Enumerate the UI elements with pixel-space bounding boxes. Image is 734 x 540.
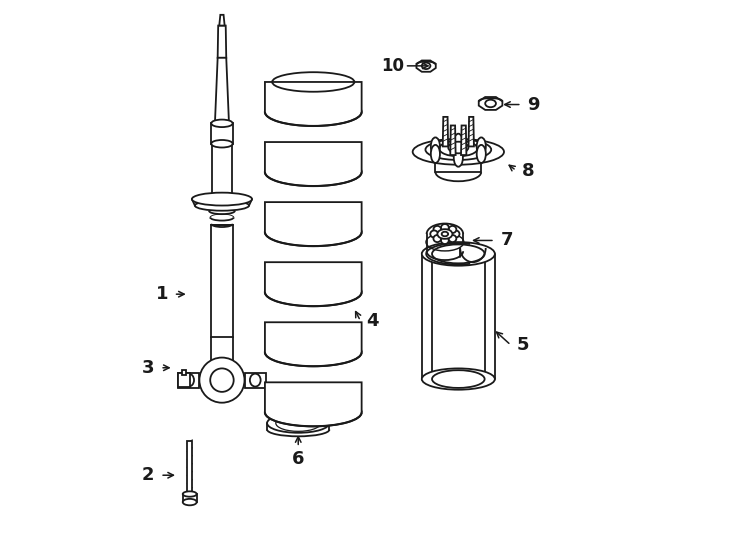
Polygon shape bbox=[178, 373, 200, 388]
Ellipse shape bbox=[434, 235, 441, 242]
Text: 4: 4 bbox=[366, 312, 379, 330]
Ellipse shape bbox=[183, 499, 197, 505]
Polygon shape bbox=[192, 199, 252, 206]
Ellipse shape bbox=[441, 237, 448, 244]
Polygon shape bbox=[265, 82, 362, 126]
Polygon shape bbox=[265, 142, 362, 186]
Polygon shape bbox=[187, 441, 192, 494]
Polygon shape bbox=[468, 117, 474, 146]
Polygon shape bbox=[450, 125, 456, 155]
Ellipse shape bbox=[441, 224, 448, 231]
Ellipse shape bbox=[448, 226, 457, 233]
Ellipse shape bbox=[454, 134, 463, 152]
Ellipse shape bbox=[192, 193, 252, 206]
Text: 10: 10 bbox=[381, 57, 404, 75]
Ellipse shape bbox=[476, 145, 486, 163]
Ellipse shape bbox=[432, 245, 484, 264]
Text: 1: 1 bbox=[156, 285, 168, 303]
Polygon shape bbox=[416, 60, 436, 72]
Polygon shape bbox=[265, 202, 362, 246]
Ellipse shape bbox=[184, 374, 194, 387]
Ellipse shape bbox=[422, 242, 495, 266]
Polygon shape bbox=[244, 373, 266, 388]
Text: 3: 3 bbox=[142, 359, 155, 377]
Ellipse shape bbox=[485, 100, 496, 107]
Polygon shape bbox=[265, 322, 362, 366]
Text: 6: 6 bbox=[292, 450, 305, 468]
Ellipse shape bbox=[195, 200, 249, 211]
Polygon shape bbox=[443, 117, 448, 146]
Ellipse shape bbox=[437, 229, 452, 239]
Ellipse shape bbox=[200, 357, 244, 403]
Text: 9: 9 bbox=[527, 96, 539, 113]
Ellipse shape bbox=[432, 370, 484, 388]
Polygon shape bbox=[461, 125, 466, 155]
Ellipse shape bbox=[183, 491, 197, 497]
Ellipse shape bbox=[289, 412, 308, 422]
Text: 5: 5 bbox=[517, 336, 529, 354]
Ellipse shape bbox=[267, 414, 330, 433]
Ellipse shape bbox=[442, 232, 448, 237]
Ellipse shape bbox=[211, 119, 233, 127]
Ellipse shape bbox=[430, 231, 438, 238]
Polygon shape bbox=[215, 58, 229, 122]
Text: 8: 8 bbox=[522, 161, 534, 180]
Ellipse shape bbox=[422, 63, 430, 69]
Ellipse shape bbox=[448, 235, 457, 242]
Ellipse shape bbox=[439, 141, 478, 156]
Polygon shape bbox=[219, 15, 225, 25]
Ellipse shape bbox=[422, 368, 495, 390]
Ellipse shape bbox=[250, 374, 261, 387]
Ellipse shape bbox=[431, 138, 440, 156]
FancyBboxPatch shape bbox=[211, 225, 233, 337]
Ellipse shape bbox=[413, 139, 504, 165]
Ellipse shape bbox=[448, 141, 468, 153]
Ellipse shape bbox=[211, 140, 233, 147]
FancyBboxPatch shape bbox=[211, 123, 233, 144]
Polygon shape bbox=[479, 97, 502, 110]
Ellipse shape bbox=[434, 226, 441, 233]
FancyBboxPatch shape bbox=[178, 373, 189, 387]
Ellipse shape bbox=[451, 231, 459, 238]
Ellipse shape bbox=[426, 139, 491, 160]
Polygon shape bbox=[218, 25, 226, 58]
Polygon shape bbox=[265, 262, 362, 306]
Ellipse shape bbox=[431, 145, 440, 163]
Ellipse shape bbox=[454, 148, 463, 167]
FancyBboxPatch shape bbox=[435, 152, 482, 172]
Text: 7: 7 bbox=[501, 232, 513, 249]
Polygon shape bbox=[183, 494, 197, 502]
Polygon shape bbox=[265, 382, 362, 426]
Ellipse shape bbox=[210, 368, 233, 392]
Text: 2: 2 bbox=[142, 466, 155, 484]
Ellipse shape bbox=[476, 138, 486, 156]
FancyBboxPatch shape bbox=[181, 370, 186, 375]
